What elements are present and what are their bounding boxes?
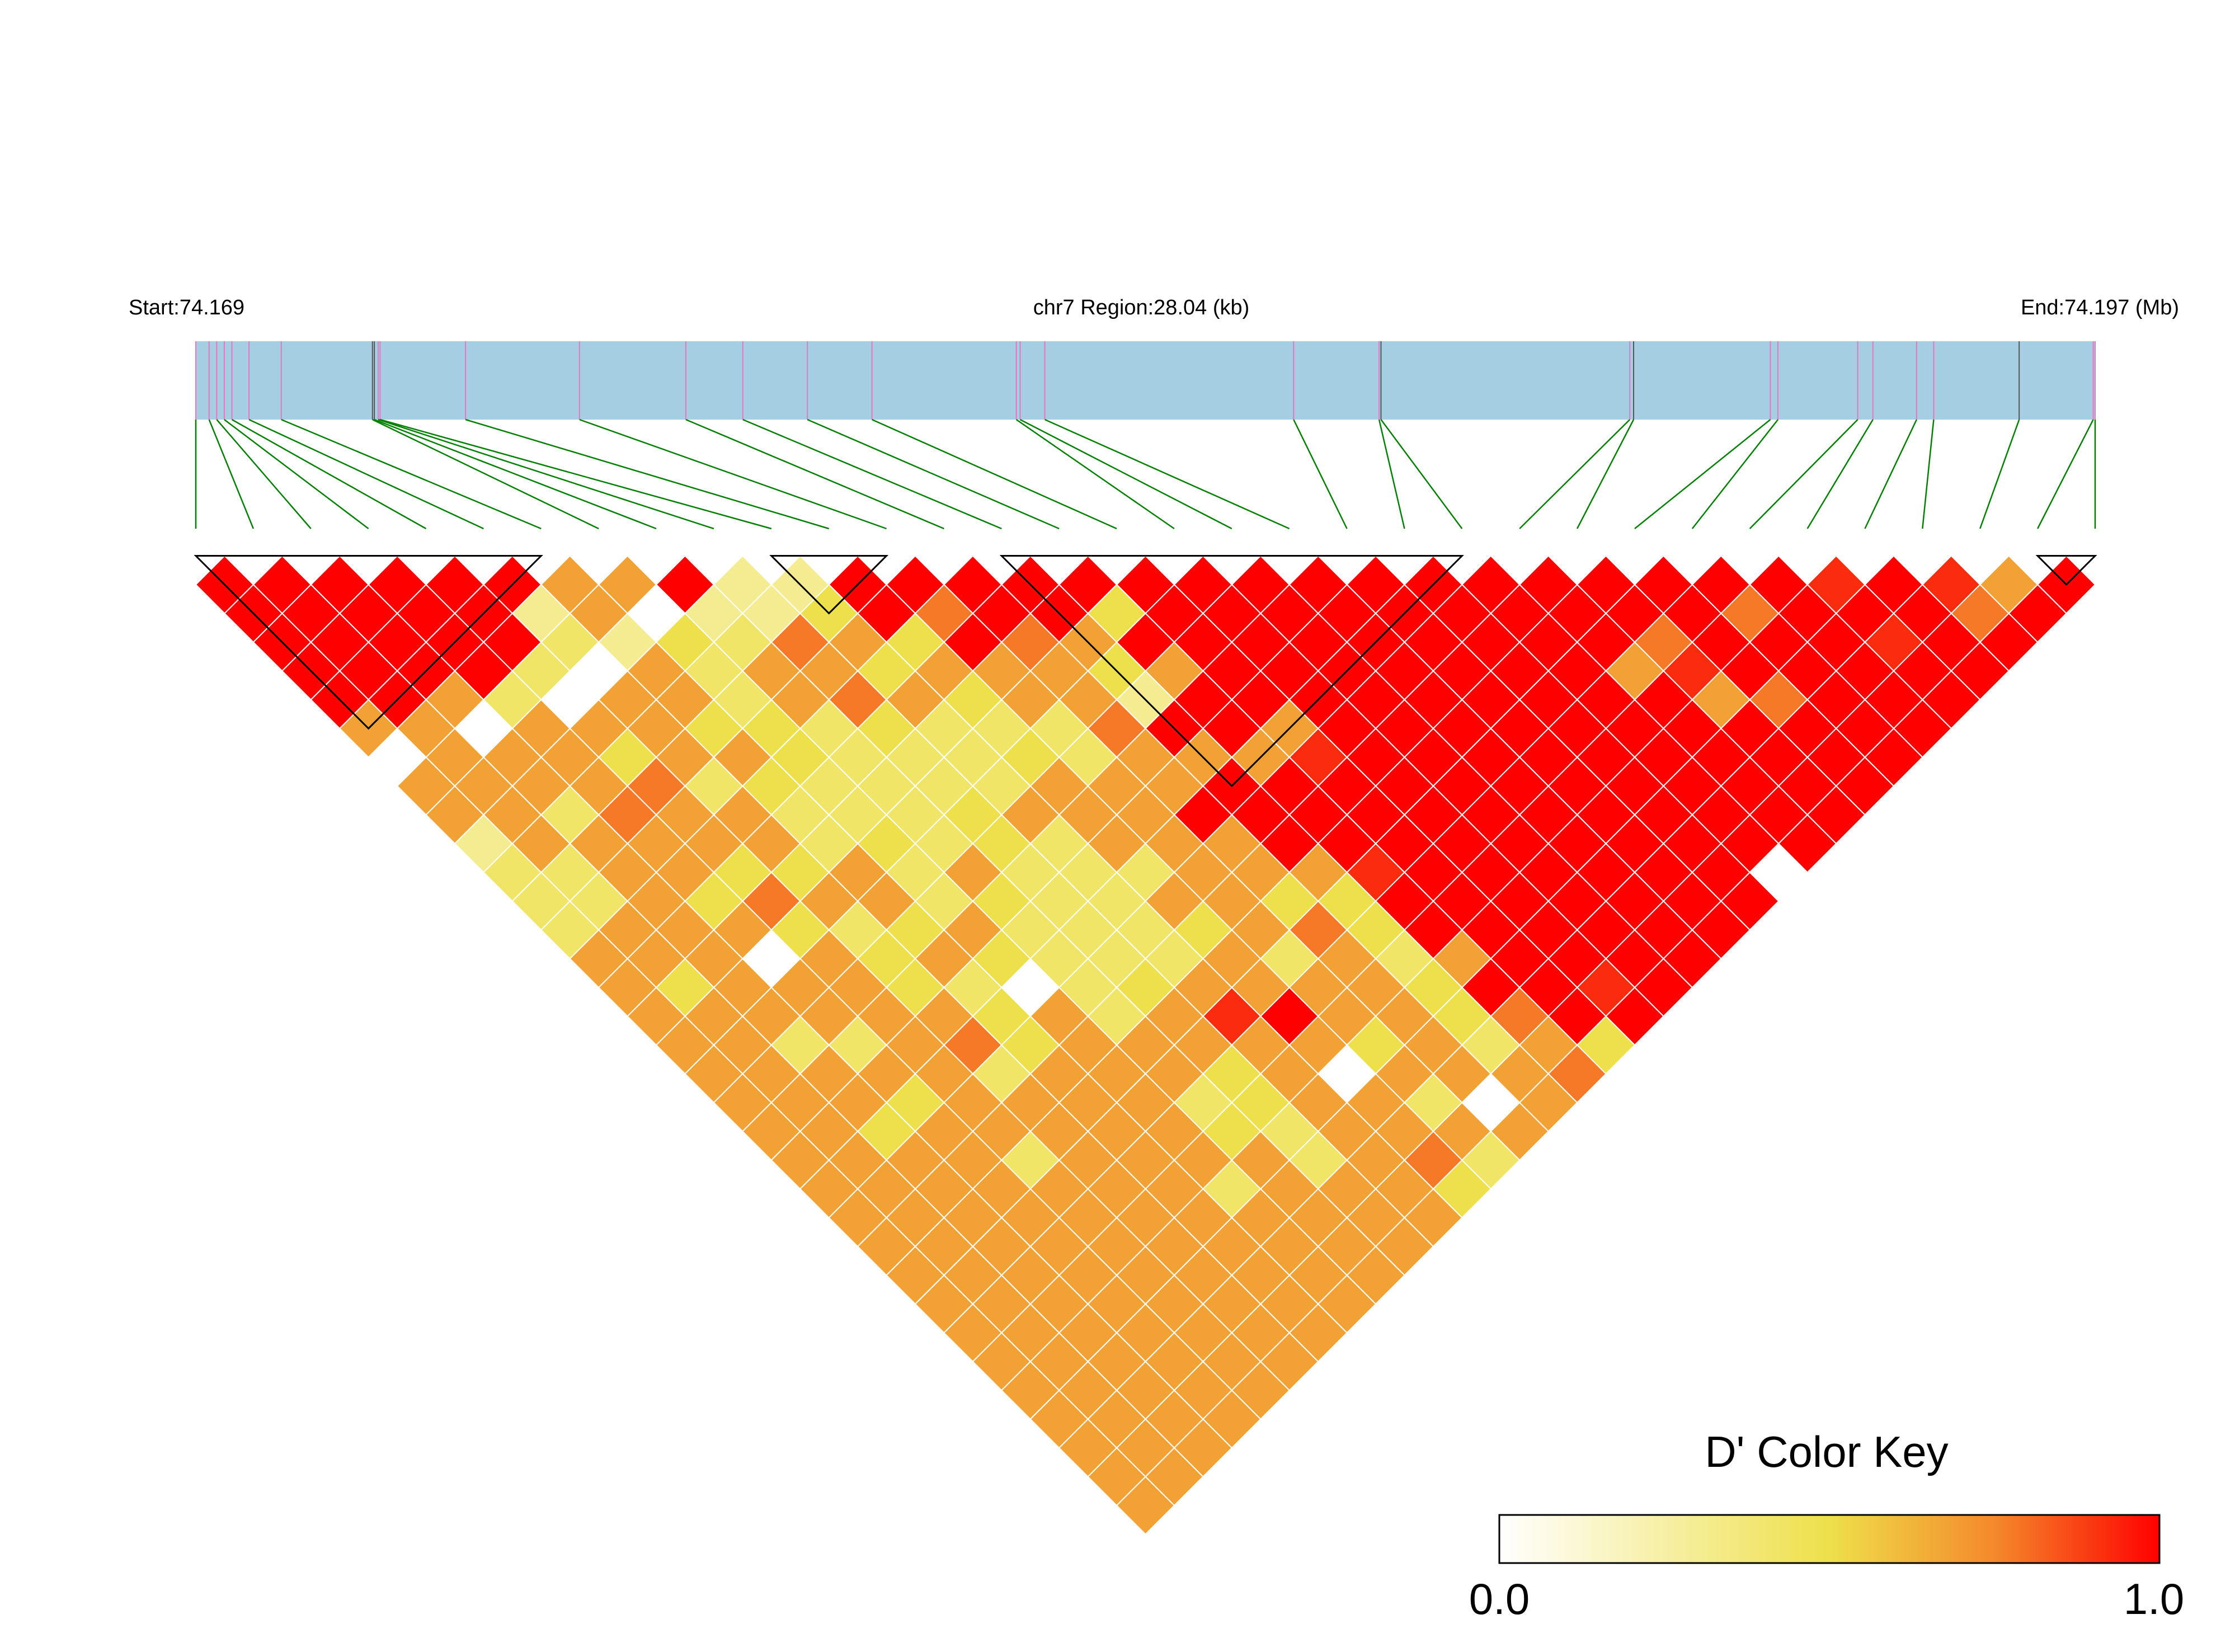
snp-connector (379, 418, 772, 530)
snp-connector (372, 418, 599, 530)
gene-track (196, 341, 2095, 420)
snp-connector (872, 418, 1117, 530)
region-label: chr7 Region:28.04 (kb) (1033, 296, 1250, 319)
snp-connector (742, 418, 1002, 530)
snp-connector (1979, 419, 2020, 529)
ld-heatmap (195, 555, 2096, 1535)
snp-ticks (195, 341, 2096, 420)
ld-cell (1116, 1476, 1175, 1535)
color-key-title: D' Color Key (1705, 1427, 1948, 1476)
snp-connector (579, 418, 887, 530)
snp-connector (1378, 419, 1405, 529)
snp-connector (216, 419, 312, 529)
snp-connector (685, 418, 944, 530)
snp-connector (1749, 419, 1858, 529)
snp-connector (231, 418, 427, 530)
ld-block-outline (769, 555, 889, 615)
snp-connector (378, 418, 714, 530)
color-key-min-label: 0.0 (1469, 1574, 1530, 1623)
snp-connector (281, 418, 542, 530)
snp-connector (1293, 419, 1348, 529)
ld-block-outline (2035, 555, 2097, 586)
color-key: D' Color Key 0.0 1.0 (1469, 1427, 2184, 1623)
snp-connector (208, 419, 255, 529)
snp-connectors (195, 418, 2096, 530)
color-key-gradient (1498, 1514, 2161, 1564)
ld-block-outline (194, 555, 543, 730)
snp-connector (1864, 419, 1917, 529)
ld-block-outline (999, 555, 1464, 788)
snp-connector (1044, 418, 1290, 530)
snp-connector (1015, 418, 1175, 530)
snp-connector (374, 418, 657, 530)
snp-connector (2037, 419, 2094, 529)
color-key-max-label: 1.0 (2124, 1574, 2184, 1623)
start-label: Start:74.169 (129, 296, 244, 319)
snp-connector (1691, 419, 1779, 529)
snp-connector (1634, 419, 1771, 529)
snp-connector (224, 419, 369, 529)
snp-connector (1576, 419, 1635, 529)
end-label: End:74.197 (Mb) (2021, 296, 2179, 319)
snp-connector (248, 418, 484, 530)
snp-connector (807, 418, 1060, 530)
snp-connector (1380, 419, 1463, 529)
snp-connector (1019, 418, 1232, 530)
snp-connector (465, 418, 830, 530)
ld-block-outlines (194, 555, 2097, 788)
snp-connector (1519, 419, 1631, 529)
snp-connector (1922, 419, 1935, 529)
snp-connector (1806, 419, 1874, 529)
